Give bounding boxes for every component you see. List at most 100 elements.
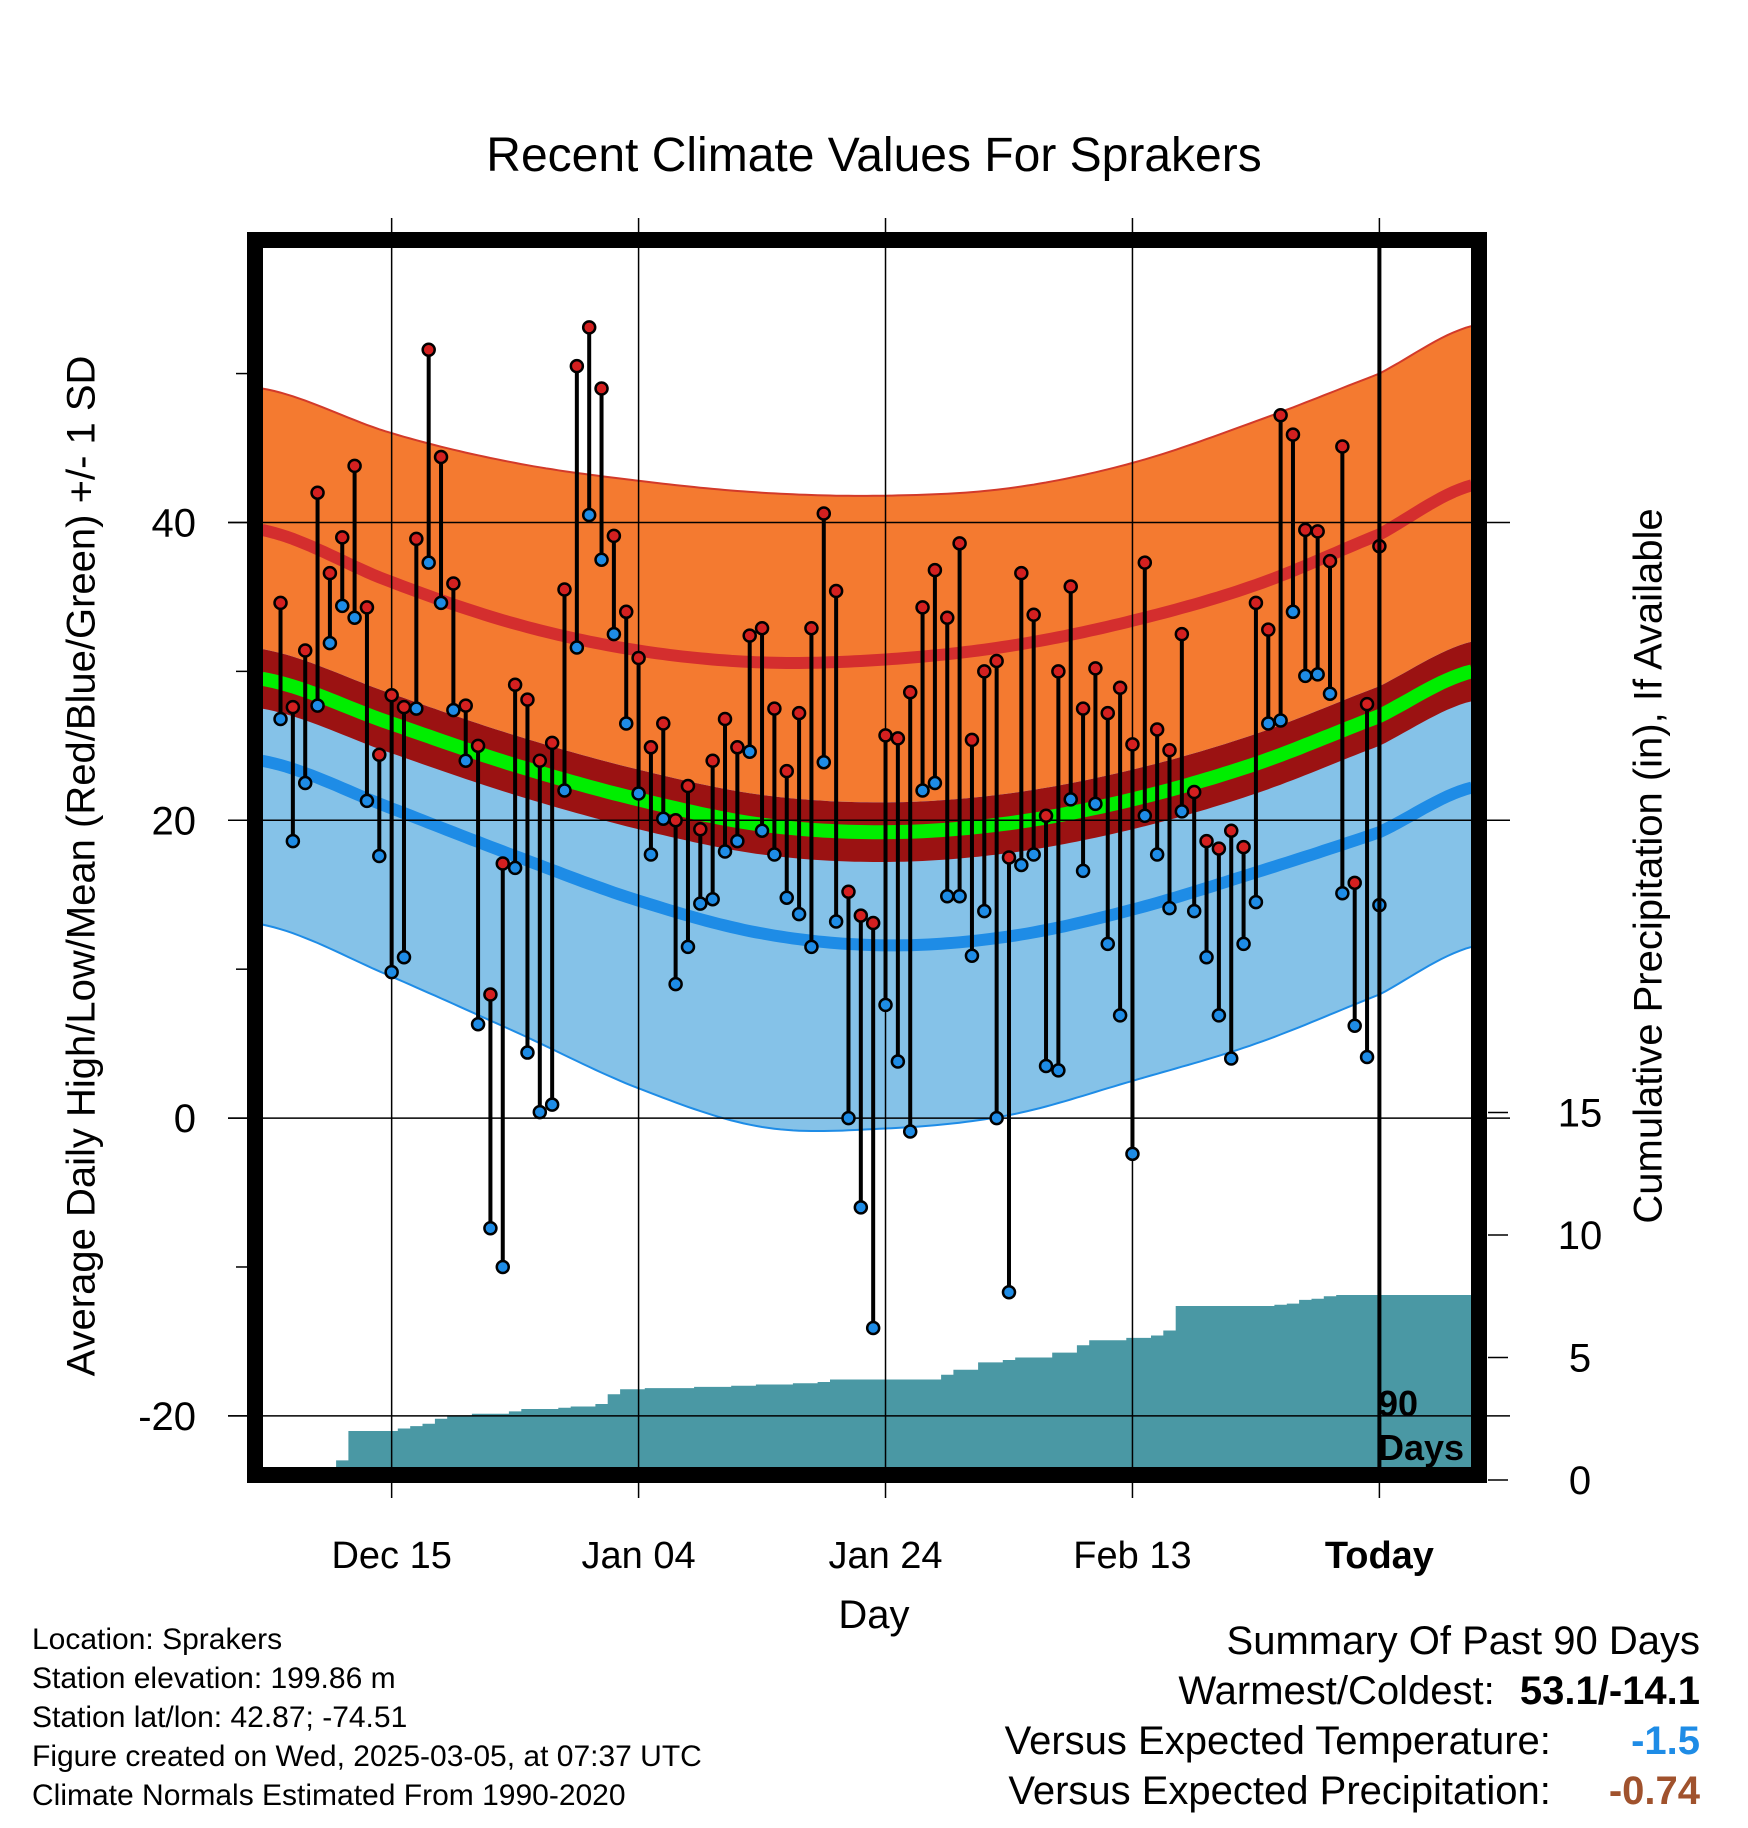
low-point (557, 783, 572, 798)
high-point (606, 528, 622, 544)
low-point (1347, 1018, 1362, 1034)
low-point (927, 775, 943, 791)
high-point (1125, 737, 1140, 752)
low-point (656, 811, 671, 827)
summary-temp-label: Versus Expected Temperature: (1004, 1719, 1551, 1763)
low-point (1335, 885, 1350, 901)
low-point (1236, 936, 1251, 952)
high-point (915, 600, 930, 615)
low-point (730, 833, 745, 849)
meta-location: Location: Sprakers (32, 1623, 283, 1656)
low-point (643, 847, 659, 862)
low-point (347, 610, 362, 626)
low-point (297, 775, 313, 791)
high-point (902, 684, 918, 700)
low-point (1285, 604, 1301, 620)
high-point (1112, 680, 1128, 696)
low-point (828, 914, 844, 929)
high-point (446, 576, 461, 591)
high-point (989, 653, 1004, 669)
high-point (544, 735, 560, 751)
high-point (347, 458, 362, 474)
high-point (520, 692, 535, 707)
high-point (557, 582, 572, 597)
high-point (1285, 427, 1301, 442)
high-point (1223, 823, 1239, 838)
low-point (1038, 1058, 1054, 1074)
chart-title: Recent Climate Values For Sprakers (486, 129, 1262, 182)
summary-precip-label: Versus Expected Precipitation: (1008, 1769, 1551, 1813)
high-point (285, 699, 301, 715)
low-point (273, 711, 288, 727)
x-axis-label: Day (838, 1593, 909, 1637)
high-point (656, 716, 671, 731)
low-point (1261, 716, 1276, 731)
low-point (1310, 667, 1325, 682)
low-point (1174, 804, 1190, 819)
high-point (643, 740, 659, 755)
high-point (1273, 408, 1288, 423)
summary-warmest-row: Warmest/Coldest: 53.1/-14.1 (1005, 1666, 1700, 1716)
high-point (581, 320, 597, 335)
high-point (569, 358, 585, 374)
high-point (1298, 522, 1313, 538)
high-point (940, 610, 955, 626)
low-point (1063, 792, 1078, 807)
high-point (1347, 875, 1362, 891)
y-tick-label-left: 40 (152, 501, 197, 545)
y-tick-label-right: 10 (1558, 1214, 1603, 1258)
high-point (618, 604, 634, 620)
y-tick-label-right: 5 (1569, 1337, 1591, 1381)
high-point (1174, 626, 1190, 642)
high-point (297, 643, 313, 658)
high-point (1335, 439, 1350, 454)
summary-temp-value: -1.5 (1631, 1719, 1700, 1763)
y-tick-label-right: 15 (1558, 1092, 1603, 1136)
high-point (804, 620, 819, 636)
low-point (1248, 894, 1264, 910)
high-point (977, 664, 992, 679)
normal-high-line (260, 479, 1474, 669)
high-point (1137, 555, 1153, 570)
high-point (310, 485, 325, 500)
low-point (680, 939, 696, 955)
high-point (1162, 743, 1177, 758)
high-point (470, 738, 486, 754)
high-point (717, 711, 733, 727)
low-point (693, 896, 708, 911)
summary-panel: Summary Of Past 90 Days Warmest/Coldest:… (1005, 1616, 1700, 1816)
high-point (1248, 595, 1264, 611)
low-point (581, 507, 597, 523)
low-point (668, 976, 683, 992)
low-point (335, 598, 350, 614)
low-point (902, 1124, 918, 1139)
high-point (1149, 722, 1165, 737)
low-point (1051, 1063, 1066, 1078)
high-point (1063, 579, 1078, 594)
high-point (1236, 839, 1251, 855)
high-point (421, 342, 436, 357)
low-point (1112, 1008, 1128, 1023)
high-point (495, 856, 511, 871)
low-point (285, 833, 301, 849)
x-tick-label: Jan 24 (828, 1535, 942, 1577)
low-point (594, 552, 609, 567)
low-point (804, 939, 819, 955)
low-point (1026, 847, 1041, 862)
low-point (1088, 796, 1103, 812)
low-point (1125, 1146, 1140, 1162)
high-point (532, 753, 548, 768)
low-point (544, 1097, 560, 1112)
high-point (631, 650, 646, 666)
low-point (532, 1104, 548, 1120)
low-point (631, 786, 646, 801)
low-point (767, 847, 782, 862)
low-point (520, 1045, 535, 1060)
low-point (310, 698, 325, 713)
low-point (446, 702, 461, 718)
high-point (1310, 524, 1325, 539)
low-point (1075, 863, 1091, 879)
low-point (470, 1017, 486, 1032)
high-point (890, 731, 906, 746)
high-upper-edge (261, 324, 1473, 497)
